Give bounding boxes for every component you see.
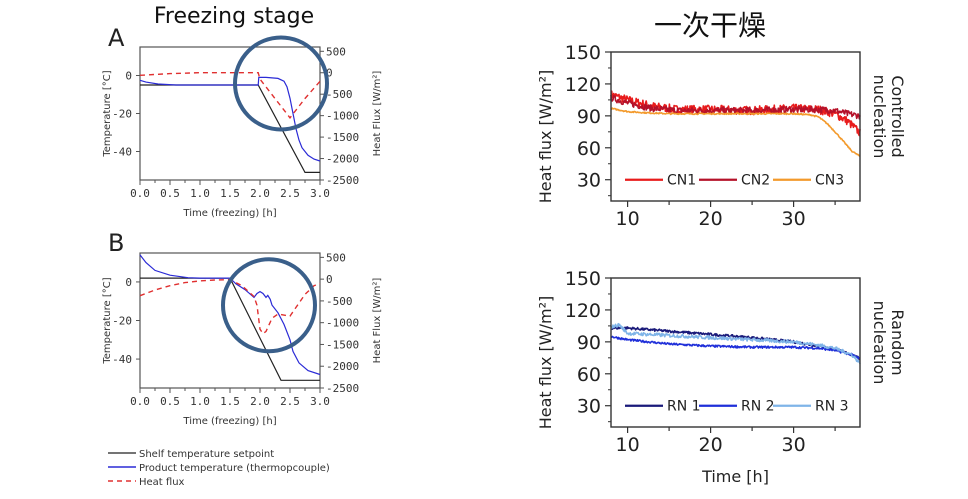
series-line-heat-flux — [139, 278, 321, 335]
y2-tick-label: 500 — [326, 45, 346, 58]
x-tick-label: 2.5 — [280, 395, 300, 408]
series-line-rn-3 — [610, 322, 861, 365]
legend-label-product: Product temperature (thermopcouple) — [139, 463, 330, 474]
y-axis-label: Heat flux [W/m²] — [536, 296, 555, 430]
series-line-product-temperature-thermopcouple- — [139, 254, 321, 376]
y-tick-label: 120 — [565, 300, 601, 322]
plot-frame — [610, 51, 861, 202]
y2-tick-label: -2500 — [326, 382, 359, 395]
x-axis-label: Time [h] — [701, 467, 769, 486]
y2-tick-label: -2500 — [326, 174, 359, 187]
y2-tick-label: -2000 — [326, 153, 359, 166]
x-tick-label: 3.0 — [310, 187, 330, 200]
legend-label: RN 1 — [667, 399, 701, 415]
series-line-shelf-temperature-setpoint — [140, 277, 320, 381]
y2-tick-label: 500 — [326, 251, 346, 264]
side-label-line-2: nucleation — [870, 301, 889, 385]
y-tick-label: 120 — [565, 74, 601, 96]
highlight-circle — [221, 257, 317, 354]
x-tick-label: 1.5 — [220, 187, 240, 200]
y-tick-label: -20 — [112, 315, 132, 328]
legend-label: CN1 — [667, 173, 696, 189]
side-label-line-1: Controlled — [888, 75, 907, 157]
x-tick-label: 20 — [699, 208, 723, 230]
x-tick-label: 0.5 — [160, 395, 180, 408]
legend-label-heat-flux: Heat flux — [139, 477, 185, 488]
legend-label: CN2 — [741, 173, 770, 189]
series-line-cn2 — [610, 94, 861, 120]
y-tick-label: 90 — [577, 106, 601, 128]
legend-label: CN3 — [815, 173, 844, 189]
y-tick-label: -20 — [112, 108, 132, 121]
x-tick-label: 2.0 — [250, 395, 270, 408]
y-tick-label: 150 — [565, 268, 601, 290]
y2-tick-label: 0 — [326, 67, 333, 80]
y-tick-label: -40 — [112, 353, 132, 366]
x-tick-label: 2.0 — [250, 187, 270, 200]
series-line-heat-flux — [139, 71, 321, 119]
x-tick-label: 30 — [782, 208, 806, 230]
plot-frame — [610, 277, 861, 428]
x-tick-label: 1.5 — [220, 395, 240, 408]
series-line-rn-1 — [610, 326, 861, 361]
panel-label-b: B — [108, 229, 124, 257]
series-line-rn-2 — [610, 335, 861, 360]
heat-flux-chart-controlled: 30 60 90 120 150 10 20 30 Heat flux [W/m²] Contro… — [536, 42, 907, 230]
x-tick-label: 0.5 — [160, 187, 180, 200]
series-line-cn3 — [610, 107, 861, 157]
x-tick-label: 10 — [616, 434, 640, 456]
y2-tick-label: -1500 — [326, 338, 359, 351]
x-tick-label: 10 — [616, 208, 640, 230]
x-tick-label: 2.5 — [280, 187, 300, 200]
heat-flux-chart-random: 30 60 90 120 150 10 20 30 Time [h] Heat flux [W/m… — [536, 268, 907, 486]
x-tick-label: 20 — [699, 434, 723, 456]
x-tick-label: 0.0 — [130, 187, 150, 200]
y2-tick-label: -1000 — [326, 110, 359, 123]
y-tick-label: 60 — [577, 364, 601, 386]
x-tick-label: 3.0 — [310, 395, 330, 408]
plot-frame — [139, 252, 321, 389]
primary-drying-title: 一次干燥 — [654, 9, 766, 42]
y2-tick-label: -2000 — [326, 360, 359, 373]
x-tick-label: 30 — [782, 434, 806, 456]
y-tick-label: 150 — [565, 42, 601, 64]
y-tick-label: -40 — [112, 146, 132, 159]
y2-tick-label: -500 — [326, 295, 353, 308]
y-tick-label: 30 — [577, 170, 601, 192]
panel-label-a: A — [108, 24, 125, 52]
y-axis-label: Temperature [°C] — [102, 70, 113, 157]
freezing-stage-title: Freezing stage — [154, 4, 314, 29]
y-tick-label: 30 — [577, 396, 601, 418]
y2-tick-label: 0 — [326, 273, 333, 286]
highlight-circle — [233, 35, 329, 132]
legend-label-shelf: Shelf temperature setpoint — [139, 449, 274, 460]
series-line-product-temperature-thermopcouple- — [139, 76, 321, 162]
legend-label: RN 3 — [815, 399, 849, 415]
freezing-legend: Shelf temperature setpoint Product tempe… — [108, 449, 330, 488]
x-tick-label: 0.0 — [130, 395, 150, 408]
freezing-chart-b: 0.0 0.5 1.0 1.5 2.0 2.5 3.0 0 -20 -40 500 0 -500 -100… — [102, 251, 383, 427]
x-axis-label: Time (freezing) [h] — [182, 208, 276, 219]
x-tick-label: 1.0 — [190, 187, 210, 200]
y-tick-label: 0 — [125, 70, 132, 83]
y-tick-label: 90 — [577, 332, 601, 354]
x-tick-label: 1.0 — [190, 395, 210, 408]
y2-tick-label: -1000 — [326, 317, 359, 330]
y-axis-label: Temperature [°C] — [102, 277, 113, 364]
y2-axis-label: Heat Flux [W/m²] — [372, 278, 383, 364]
legend-label: RN 2 — [741, 399, 775, 415]
side-label-line-2: nucleation — [870, 75, 889, 159]
freezing-chart-a: 0.0 0.5 1.0 1.5 2.0 2.5 3.0 0 -20 -40 500 0 -500 -100… — [102, 35, 383, 219]
y-axis-label: Heat flux [W/m²] — [536, 70, 555, 204]
x-axis-label: Time (freezing) [h] — [182, 416, 276, 427]
y-tick-label: 0 — [125, 276, 132, 289]
y2-axis-label: Heat Flux [W/m²] — [372, 71, 383, 157]
y2-tick-label: -500 — [326, 88, 353, 101]
side-label-line-1: Random — [888, 309, 907, 375]
y-tick-label: 60 — [577, 138, 601, 160]
y2-tick-label: -1500 — [326, 131, 359, 144]
